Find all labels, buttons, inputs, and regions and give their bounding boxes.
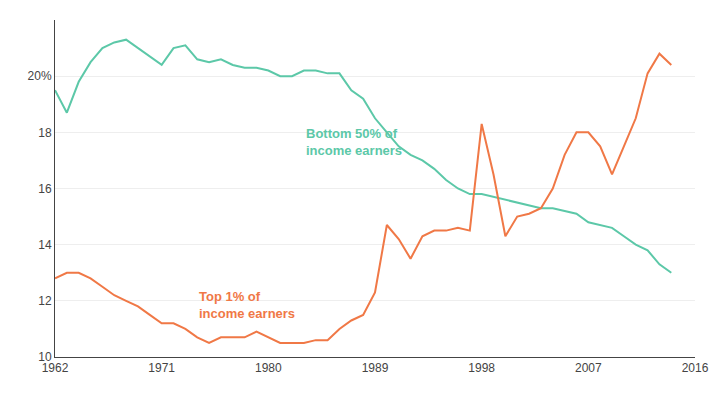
svg-text:1989: 1989 <box>362 361 389 375</box>
svg-text:20%: 20% <box>28 69 52 83</box>
svg-text:Top 1% ofincome earners: Top 1% ofincome earners <box>199 289 295 321</box>
svg-text:18: 18 <box>38 126 52 140</box>
svg-text:2007: 2007 <box>575 361 602 375</box>
svg-text:1980: 1980 <box>255 361 282 375</box>
svg-text:Bottom 50% ofincome earners: Bottom 50% ofincome earners <box>306 126 402 158</box>
svg-text:10: 10 <box>38 350 52 364</box>
svg-text:1998: 1998 <box>468 361 495 375</box>
svg-text:1962: 1962 <box>42 361 69 375</box>
svg-text:14: 14 <box>38 238 52 252</box>
svg-text:16: 16 <box>38 182 52 196</box>
svg-text:12: 12 <box>38 294 52 308</box>
svg-text:2016: 2016 <box>682 361 709 375</box>
svg-text:1971: 1971 <box>148 361 175 375</box>
